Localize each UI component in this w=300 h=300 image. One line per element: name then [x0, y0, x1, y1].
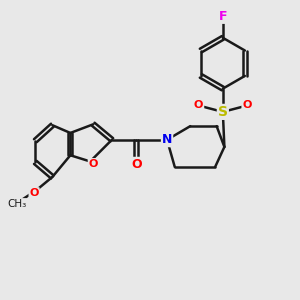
Text: O: O: [29, 188, 39, 198]
Text: N: N: [162, 133, 172, 146]
Text: O: O: [194, 100, 203, 110]
Text: O: O: [88, 159, 98, 169]
Text: S: S: [218, 105, 228, 119]
Text: O: O: [132, 158, 142, 171]
Text: O: O: [242, 100, 252, 110]
Text: F: F: [219, 10, 227, 23]
Text: CH₃: CH₃: [7, 199, 26, 208]
